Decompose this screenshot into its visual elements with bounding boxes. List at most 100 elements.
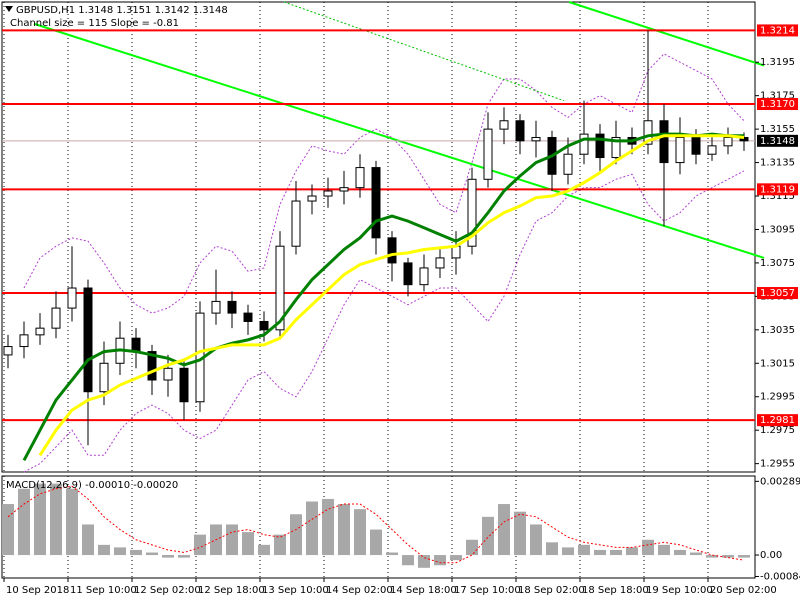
candle-body — [163, 367, 173, 381]
macd-axis: 0.00289 0.00 -0.00084 — [755, 476, 800, 582]
y-tick-label: 1.3095 — [760, 224, 795, 235]
macd-bar — [274, 534, 286, 556]
macd-bar — [706, 555, 718, 558]
candle-body — [579, 133, 589, 155]
macd-bar — [738, 555, 750, 558]
y-tick-label: 1.3135 — [760, 158, 795, 169]
macd-bar — [2, 504, 14, 556]
candle-body — [723, 136, 733, 147]
macd-bar — [194, 534, 206, 556]
macd-bar — [674, 549, 686, 556]
x-tick-label: 14 Sep 02:00 — [326, 585, 393, 596]
macd-bar — [82, 524, 94, 556]
level-label: 1.3170 — [760, 99, 795, 110]
macd-bar — [322, 498, 334, 556]
candle-body — [307, 195, 317, 202]
candle-body — [3, 346, 13, 356]
candle-body — [403, 262, 413, 286]
macd-bar — [146, 552, 158, 556]
macd-title: MACD(12,26,9) -0.00010 -0.00020 — [6, 480, 178, 491]
macd-bar — [722, 555, 734, 558]
macd-bar — [66, 488, 78, 556]
signal-line — [7, 485, 745, 564]
candle-body — [595, 133, 605, 159]
macd-bar — [98, 544, 110, 556]
macd-bar — [354, 509, 366, 556]
macd-bar — [562, 547, 574, 556]
macd-bar — [370, 529, 382, 556]
macd-bar — [594, 549, 606, 556]
macd-bar — [642, 539, 654, 556]
y-tick-label: 1.3015 — [760, 358, 795, 369]
y-tick-label: 1.2975 — [760, 425, 795, 436]
candle-body — [531, 136, 541, 142]
candle-body — [387, 237, 397, 264]
macd-bar — [418, 555, 430, 568]
candle-body — [371, 167, 381, 239]
y-tick-label: 0.00289 — [760, 476, 800, 487]
candle-body — [355, 167, 365, 189]
candle-body — [659, 120, 669, 164]
candle-body — [83, 287, 93, 393]
macd-bar — [306, 501, 318, 556]
macd-bar — [386, 552, 398, 556]
candle-body — [515, 120, 525, 142]
moving-average — [38, 134, 745, 457]
macd-bar — [610, 549, 622, 556]
x-tick-label: 12 Sep 18:00 — [198, 585, 265, 596]
macd-bar — [114, 547, 126, 556]
macd-bar — [130, 549, 142, 556]
candle-body — [19, 334, 29, 348]
macd-bar — [466, 539, 478, 556]
x-tick-label: 19 Sep 10:00 — [646, 585, 713, 596]
macd-bar — [434, 555, 446, 566]
candle-body — [339, 187, 349, 192]
candle-body — [483, 128, 493, 180]
level-label-box — [757, 414, 798, 427]
macd-bar — [242, 532, 254, 556]
macd-bar — [578, 544, 590, 556]
candle-body — [291, 200, 301, 247]
current-price-label: 1.3148 — [760, 136, 795, 147]
candle-body — [243, 312, 253, 322]
macd-bar — [450, 555, 462, 561]
macd-bar — [498, 504, 510, 556]
candle-body — [179, 367, 189, 403]
y-tick-label: 0.00 — [760, 550, 782, 561]
level-label: 1.3057 — [760, 288, 795, 299]
candle-body — [675, 136, 685, 164]
macd-bar — [546, 542, 558, 556]
candle-body — [275, 245, 285, 331]
candle-body — [611, 136, 621, 159]
x-tick-label: 17 Sep 10:00 — [454, 585, 521, 596]
current-price-box — [757, 134, 798, 147]
level-label-box — [757, 287, 798, 300]
macd-bar — [338, 504, 350, 556]
macd-bar — [482, 516, 494, 556]
y-tick-label: 1.3175 — [760, 91, 795, 102]
level-label-box — [757, 24, 798, 37]
macd-bar — [626, 547, 638, 556]
band-line — [23, 53, 745, 314]
level-label: 1.3214 — [760, 25, 795, 36]
macd-bar — [34, 483, 46, 556]
chart-subtitle: Channel size = 115 Slope = -0.81 — [10, 18, 179, 29]
macd-bar — [402, 555, 414, 566]
x-tick-label: 18 Sep 02:00 — [518, 585, 585, 596]
y-tick-label: 1.2995 — [760, 392, 795, 403]
y-tick-label: 1.3075 — [760, 258, 795, 269]
x-tick-label: 18 Sep 18:00 — [582, 585, 649, 596]
macd-bar — [226, 524, 238, 556]
y-tick-label: 1.2955 — [760, 459, 795, 470]
candle-body — [131, 337, 141, 353]
candle-body — [435, 257, 445, 269]
macd-bar — [18, 488, 30, 556]
candle-body — [35, 327, 45, 336]
macd-bar — [290, 514, 302, 556]
candle-body — [499, 120, 509, 130]
macd-bar — [658, 544, 670, 556]
